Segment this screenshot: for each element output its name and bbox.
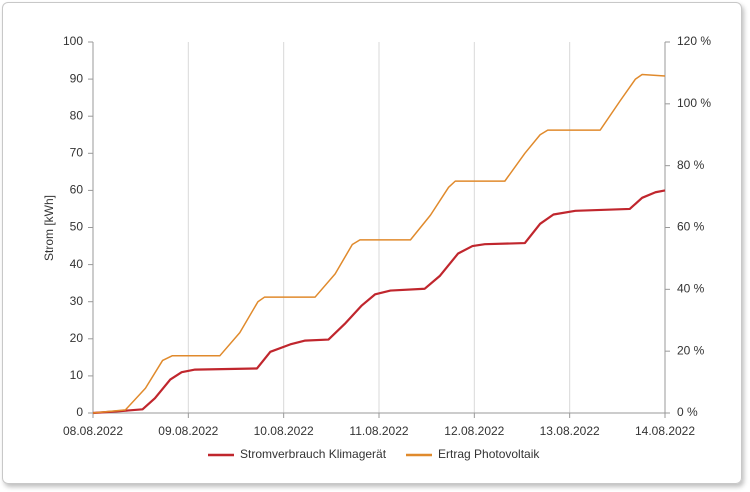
y2-tick-label: 60 % — [677, 220, 705, 234]
legend-label: Ertrag Photovoltaik — [438, 447, 540, 461]
x-tick-label: 09.08.2022 — [158, 424, 218, 438]
y-tick-label: 60 — [70, 183, 84, 197]
y-tick-label: 10 — [70, 368, 84, 382]
x-tick-label: 11.08.2022 — [349, 424, 408, 438]
y-tick-label: 0 — [76, 405, 83, 419]
y-tick-label: 40 — [70, 257, 84, 271]
chart-frame — [2, 2, 742, 484]
data-line — [92, 73, 666, 414]
x-tick-label: 12.08.2022 — [444, 424, 504, 438]
y2-tick-label: 80 % — [677, 158, 705, 172]
y-tick-label: 50 — [70, 220, 84, 234]
y2-tick-label: 20 % — [677, 343, 705, 357]
y-axis-label: Strom [kWh] — [42, 195, 56, 261]
y2-tick-label: 100 % — [677, 96, 711, 110]
y-tick-label: 100 — [63, 34, 83, 48]
y2-tick-label: 0 % — [677, 405, 698, 419]
y-tick-label: 30 — [70, 294, 84, 308]
legend-label: Stromverbrauch Klimagerät — [240, 447, 387, 461]
x-tick-label: 08.08.2022 — [63, 424, 123, 438]
y2-tick-label: 40 % — [677, 282, 705, 296]
y-tick-label: 80 — [70, 108, 84, 122]
x-tick-label: 10.08.2022 — [254, 424, 314, 438]
data-line — [92, 189, 666, 415]
y-tick-label: 90 — [70, 71, 84, 85]
y-tick-label: 20 — [70, 331, 84, 345]
x-tick-label: 14.08.2022 — [635, 424, 695, 438]
y2-tick-label: 120 % — [677, 34, 711, 48]
x-tick-label: 13.08.2022 — [540, 424, 600, 438]
y-tick-label: 70 — [70, 145, 84, 159]
